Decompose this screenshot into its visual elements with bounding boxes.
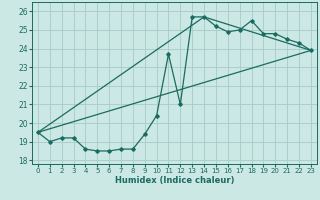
X-axis label: Humidex (Indice chaleur): Humidex (Indice chaleur) bbox=[115, 176, 234, 185]
